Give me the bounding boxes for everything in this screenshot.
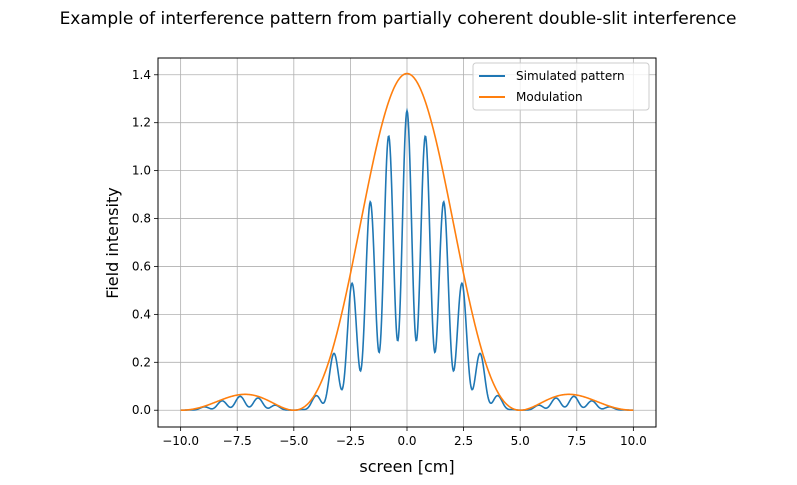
x-tick-label: −5.0 <box>279 434 308 448</box>
x-axis-label: screen [cm] <box>359 457 454 476</box>
y-tick-label: 0.0 <box>132 403 151 417</box>
y-tick-label: 1.4 <box>132 68 151 82</box>
x-tick-label: 2.5 <box>454 434 473 448</box>
legend-label-simulated: Simulated pattern <box>516 69 625 83</box>
legend-label-modulation: Modulation <box>516 90 583 104</box>
legend: Simulated pattern Modulation <box>472 62 650 111</box>
grid <box>158 58 656 427</box>
x-tick-label: 0.0 <box>397 434 416 448</box>
y-tick-label: 1.2 <box>132 116 151 130</box>
y-tick-label: 1.0 <box>132 164 151 178</box>
y-tick-label: 0.2 <box>132 355 151 369</box>
x-tick-label: −2.5 <box>336 434 365 448</box>
y-tick-label: 0.4 <box>132 307 151 321</box>
legend-box <box>472 62 650 111</box>
series-line-modulation <box>180 72 634 412</box>
tick-layer: −10.0 −7.5 −5.0 −2.5 0.0 2.5 5.0 7.5 10.0 0.0 0.2 0… <box>132 68 647 448</box>
y-axis-label: Field intensity <box>103 187 122 298</box>
series-layer <box>180 72 634 412</box>
x-tick-label: −7.5 <box>223 434 252 448</box>
y-tick-label: 0.8 <box>132 212 151 226</box>
x-tick-label: 10.0 <box>620 434 647 448</box>
y-tick-label: 0.6 <box>132 259 151 273</box>
x-tick-label: −10.0 <box>162 434 199 448</box>
x-tick-label: 5.0 <box>511 434 530 448</box>
chart-title: Example of interference pattern from par… <box>60 9 737 29</box>
series-line-simulated-pattern <box>180 107 634 412</box>
x-tick-label: 7.5 <box>567 434 586 448</box>
